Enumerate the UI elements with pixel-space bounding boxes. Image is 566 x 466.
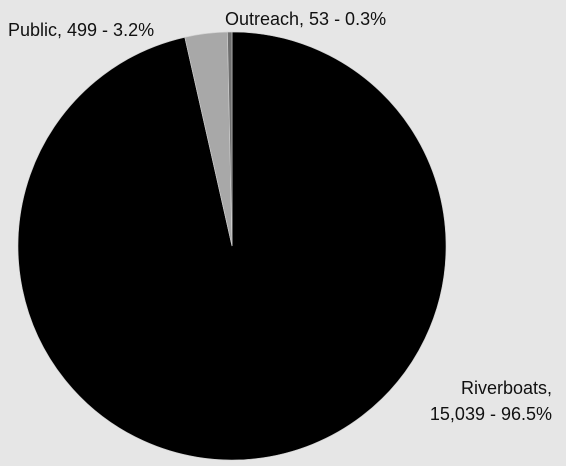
pie-slices xyxy=(17,31,447,461)
pie-slice-riverboats xyxy=(17,31,447,461)
slice-label-outreach: Outreach, 53 - 0.3% xyxy=(225,9,386,29)
slice-label-public: Public, 499 - 3.2% xyxy=(8,20,154,40)
slice-label-riverboats-value: 15,039 - 96.5% xyxy=(430,404,552,424)
pie-slice-outreach xyxy=(227,31,233,247)
slice-label-riverboats-name: Riverboats, xyxy=(461,378,552,398)
